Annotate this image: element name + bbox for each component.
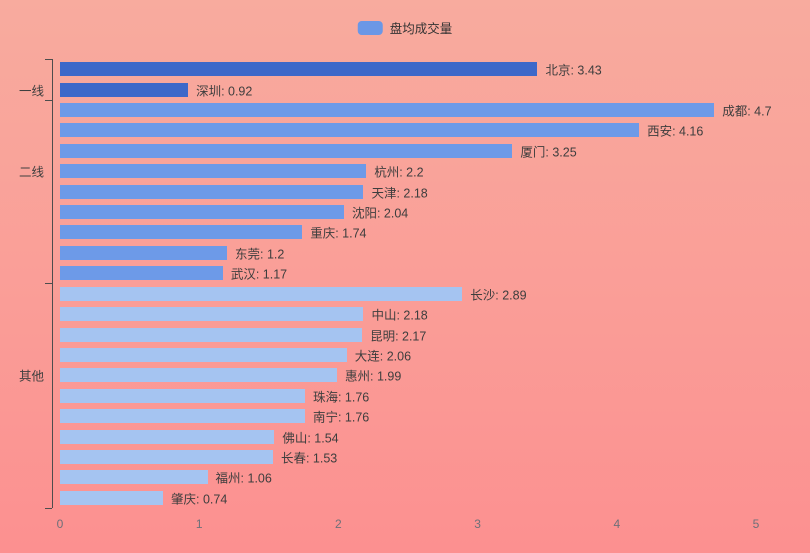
bar[interactable] xyxy=(60,368,337,383)
y-axis-tick xyxy=(45,99,52,101)
bar[interactable] xyxy=(60,123,640,138)
bar-label: 长春: 1.53 xyxy=(280,451,338,466)
bar-label: 武汉: 1.17 xyxy=(230,267,288,282)
bar-label: 肇庆: 0.74 xyxy=(171,492,228,507)
bar[interactable] xyxy=(60,286,463,301)
bar-label: 中山: 2.18 xyxy=(371,308,428,323)
legend[interactable]: 盘均成交量 xyxy=(357,18,453,37)
bar-label: 昆明: 2.17 xyxy=(370,329,427,344)
bar[interactable] xyxy=(60,449,273,464)
bar-label: 惠州: 1.99 xyxy=(345,369,402,384)
legend-marker-icon xyxy=(357,20,383,35)
bar-label: 佛山: 1.54 xyxy=(282,431,339,446)
bar-label: 西安: 4.16 xyxy=(647,124,704,139)
bar[interactable] xyxy=(60,205,344,220)
bar[interactable] xyxy=(60,266,223,281)
bar-label: 珠海: 1.76 xyxy=(312,390,370,405)
x-axis-tick-label: 2 xyxy=(335,517,342,531)
bar[interactable] xyxy=(60,327,363,342)
bar-label: 长沙: 2.89 xyxy=(470,288,527,303)
bar-label: 北京: 3.43 xyxy=(545,63,602,78)
legend-label: 盘均成交量 xyxy=(389,22,453,36)
bar[interactable] xyxy=(60,62,538,77)
bar[interactable] xyxy=(60,347,347,362)
bar[interactable] xyxy=(60,164,367,179)
bar-label: 大连: 2.06 xyxy=(354,349,412,364)
bar[interactable] xyxy=(60,103,715,118)
bar[interactable] xyxy=(60,225,303,240)
x-axis-tick-label: 3 xyxy=(474,517,481,531)
bar[interactable] xyxy=(60,388,305,403)
bar-label: 东莞: 1.2 xyxy=(235,247,285,262)
x-axis-tick-label: 1 xyxy=(195,517,203,531)
x-axis-tick-label: 5 xyxy=(752,517,760,531)
y-axis-group-label[interactable]: 二线 xyxy=(18,165,44,180)
bar-label: 成都: 4.7 xyxy=(722,104,772,119)
y-axis-line xyxy=(52,59,53,508)
bar-label: 福州: 1.06 xyxy=(215,471,272,486)
bar-label: 厦门: 3.25 xyxy=(520,145,577,160)
bar[interactable] xyxy=(60,307,364,322)
bar-label: 重庆: 1.74 xyxy=(310,226,367,241)
y-axis-group-label[interactable]: 其他 xyxy=(18,369,44,384)
bar[interactable] xyxy=(60,490,163,505)
bar[interactable] xyxy=(60,82,189,97)
y-axis-tick xyxy=(45,59,52,60)
bar-label: 南宁: 1.76 xyxy=(312,410,370,425)
bar[interactable] xyxy=(60,409,305,424)
bar-label: 深圳: 0.92 xyxy=(196,84,253,99)
bar-label: 沈阳: 2.04 xyxy=(351,206,409,221)
bar[interactable] xyxy=(60,184,364,199)
y-axis-group-label[interactable]: 一线 xyxy=(18,84,44,99)
bar-label: 天津: 2.18 xyxy=(371,186,428,201)
x-axis-tick-label: 0 xyxy=(56,517,64,531)
x-axis-tick-label: 4 xyxy=(613,517,621,531)
bar-label: 杭州: 2.2 xyxy=(374,165,424,180)
y-axis-tick xyxy=(45,283,52,285)
y-axis-tick xyxy=(45,507,52,509)
bar[interactable] xyxy=(60,470,208,485)
bar[interactable] xyxy=(60,429,275,444)
bar[interactable] xyxy=(60,245,228,260)
bar[interactable] xyxy=(60,143,513,158)
